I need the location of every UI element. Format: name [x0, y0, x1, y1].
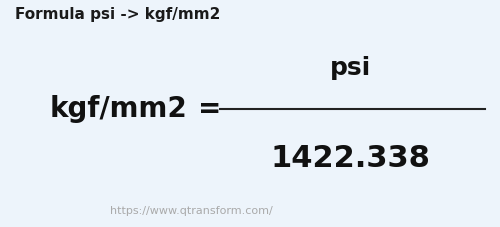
Text: https://www.qtransform.com/: https://www.qtransform.com/	[110, 206, 273, 216]
Text: Formula psi -> kgf/mm2: Formula psi -> kgf/mm2	[15, 7, 221, 22]
Text: psi: psi	[330, 56, 370, 80]
Text: kgf/mm2: kgf/mm2	[50, 95, 188, 123]
Text: =: =	[198, 95, 222, 123]
Text: 1422.338: 1422.338	[270, 144, 430, 173]
